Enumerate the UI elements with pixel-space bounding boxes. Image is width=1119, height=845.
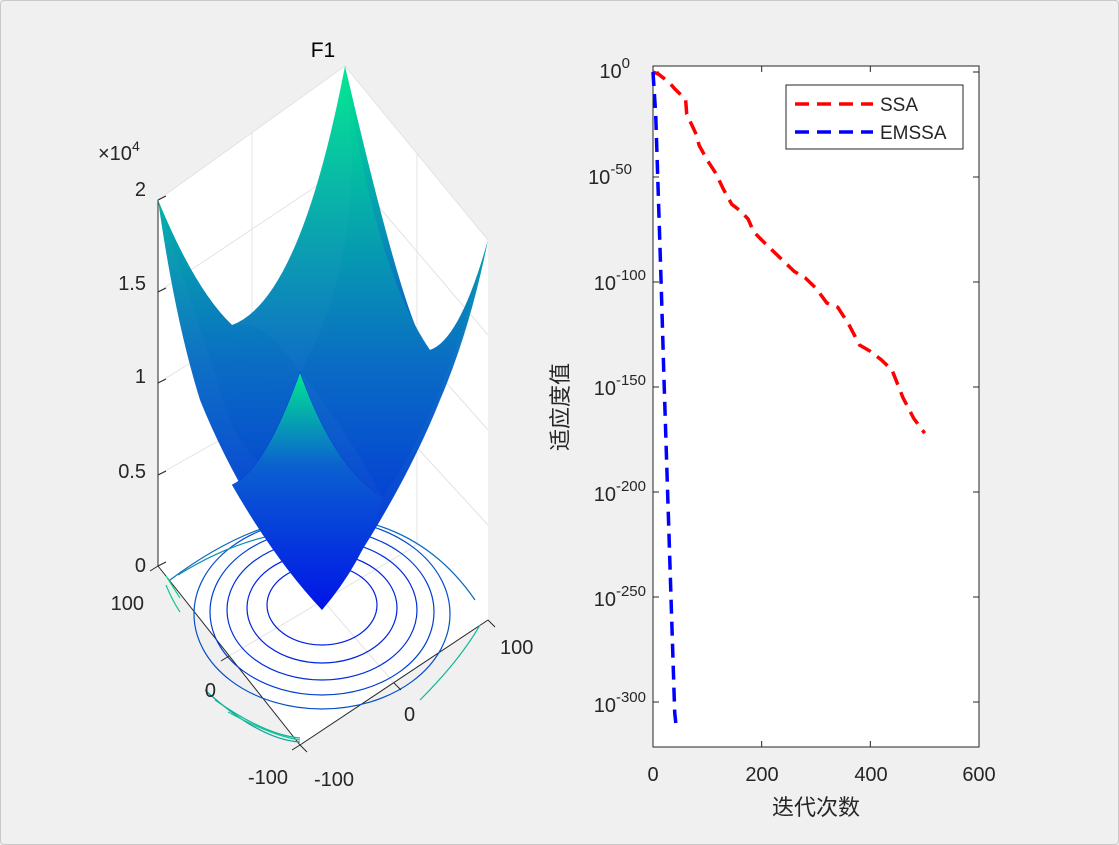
surface-x-tick-label: 0 [404,704,415,726]
surface-z-tick-label: 2 [135,179,146,201]
x-tick-label: 400 [854,764,887,786]
convergence-axes-box [652,65,980,748]
surface-x-tick-label: 100 [500,637,533,659]
surface-plot: 2 1.5 1 0.5 0 ×104 100 0 -100 -100 0 100… [98,39,533,791]
legend-label-ssa: SSA [880,95,918,116]
legend-label-emssa: EMSSA [880,123,947,144]
surface-z-tick-label: 1.5 [118,273,146,295]
y-tick-label: 10-100 [594,267,646,295]
surface-outline [231,371,384,498]
convergence-ticks [652,66,980,747]
surface-y-tick-label: -100 [248,767,288,789]
surface-z-exponent: ×104 [98,138,140,165]
x-tick-label: 200 [745,764,778,786]
surface-floor-ticks [149,565,496,753]
surface-x-tick-label: -100 [314,769,354,791]
x-tick-label: 0 [647,764,658,786]
surface-front-face [232,372,383,610]
y-tick-label: 10-200 [594,478,646,506]
y-tick-label: 100 [599,55,630,83]
y-tick-label: 10-50 [588,161,632,189]
legend-box [785,84,964,150]
y-tick-label: 10-250 [594,583,646,611]
x-tick-label: 600 [962,764,995,786]
surface-z-tick-label: 1 [135,366,146,388]
surface-z-tick-label: 0.5 [118,461,146,483]
y-axis-label: 适应度值 [549,363,574,451]
legend[interactable]: SSA EMSSA [785,84,964,150]
y-tick-label: 10-150 [594,372,646,400]
surface-y-tick-label: 100 [111,593,144,615]
surface-title: F1 [311,39,336,62]
convergence-y-tick-labels: 100 10-50 10-100 10-150 10-200 10-250 10… [588,55,646,717]
series-line-ssa [652,70,927,435]
y-tick-label: 10-300 [594,689,646,717]
series-line-emssa [651,71,678,724]
surface-floor-axis-left [157,565,301,746]
surface-z-ticks [157,195,167,567]
surface-back-face [158,66,488,610]
surface-floor-axis-right [299,619,489,746]
x-axis-label: 迭代次数 [772,796,860,821]
surface-y-tick-label: 0 [205,680,216,702]
convergence-series [651,70,927,724]
convergence-plot: 100 10-50 10-100 10-150 10-200 10-250 10… [549,55,996,821]
surface-z-tick-label: 0 [135,555,146,577]
